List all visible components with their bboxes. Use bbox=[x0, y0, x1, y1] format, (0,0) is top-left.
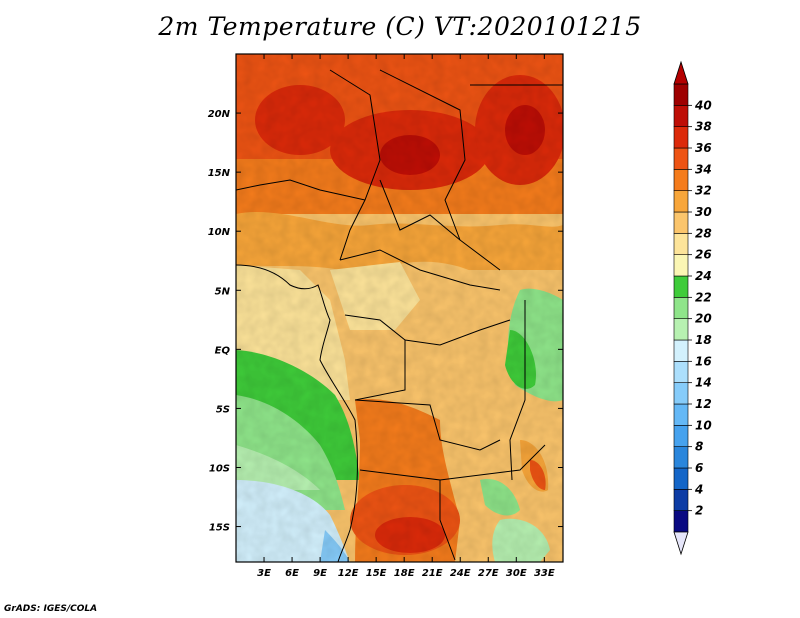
lat-tick-label: 10N bbox=[208, 227, 231, 238]
lon-tick-label: 3E bbox=[257, 568, 271, 579]
colorbar-label: 40 bbox=[694, 98, 712, 112]
lon-tick-label: 30E bbox=[506, 568, 527, 579]
lon-tick-label: 27E bbox=[478, 568, 499, 579]
lat-tick-label: 15S bbox=[209, 523, 230, 534]
colorbar-segment bbox=[673, 105, 689, 127]
lon-tick-label: 12E bbox=[338, 568, 359, 579]
colorbar-segment bbox=[673, 211, 689, 234]
colorbar-label: 26 bbox=[695, 248, 712, 262]
colorbar-segment bbox=[673, 190, 689, 213]
colorbar-label: 8 bbox=[695, 440, 703, 454]
lat-tick-label: 20N bbox=[208, 109, 231, 120]
colorbar-label: 38 bbox=[695, 120, 712, 134]
map-frame bbox=[235, 53, 564, 563]
colorbar-segment bbox=[673, 254, 689, 277]
colorbar-label: 2 bbox=[695, 504, 703, 518]
lon-tick-label: 18E bbox=[394, 568, 415, 579]
lon-tick-label: 21E bbox=[422, 568, 443, 579]
colorbar-segment bbox=[673, 318, 689, 341]
lon-tick-label: 9E bbox=[313, 568, 327, 579]
colorbar-label: 30 bbox=[695, 205, 712, 219]
colorbar-segment bbox=[673, 275, 689, 298]
chart-title: 2m Temperature (C) VT:2020101215 bbox=[158, 12, 642, 41]
colorbar-segment bbox=[673, 147, 689, 170]
colorbar-label: 24 bbox=[695, 269, 712, 283]
colorbar-label: 4 bbox=[694, 482, 703, 496]
colorbar-segment bbox=[673, 297, 689, 319]
colorbar-segment bbox=[673, 83, 689, 106]
colorbar-segment bbox=[673, 169, 689, 191]
colorbar-segment bbox=[673, 361, 689, 383]
colorbar-segment bbox=[673, 403, 689, 426]
lat-tick-label: 15N bbox=[208, 168, 231, 179]
colorbar-label: 16 bbox=[695, 354, 712, 368]
colorbar-label: 28 bbox=[695, 226, 712, 240]
colorbar-low-cap bbox=[673, 531, 689, 556]
colorbar-segment bbox=[673, 339, 689, 362]
colorbar-segment bbox=[673, 510, 689, 533]
lon-tick-label: 15E bbox=[366, 568, 387, 579]
colorbar-label: 6 bbox=[695, 461, 703, 475]
lat-tick-label: 10S bbox=[209, 463, 230, 474]
colorbar-segment bbox=[673, 489, 689, 511]
colorbar-segment bbox=[673, 425, 689, 447]
longitude-axis: 3E 6E 9E 12E 15E 18E 21E 24E 27E 30E 33E bbox=[257, 54, 555, 579]
colorbar-segment bbox=[673, 233, 689, 255]
colorbar-label: 32 bbox=[695, 184, 712, 198]
colorbar-high-cap bbox=[673, 60, 689, 85]
colorbar-label: 12 bbox=[695, 397, 712, 411]
grads-credit: GrADS: IGES/COLA bbox=[4, 604, 98, 614]
colorbar-label: 14 bbox=[695, 376, 712, 390]
colorbar-segment bbox=[673, 446, 689, 469]
colorbar-label: 18 bbox=[695, 333, 712, 347]
lat-tick-label: EQ bbox=[215, 345, 231, 356]
colorbar-label: 10 bbox=[695, 418, 712, 432]
colorbar-label: 36 bbox=[695, 141, 712, 155]
country-borders bbox=[236, 69, 563, 562]
colorbar-label: 20 bbox=[695, 312, 712, 326]
lat-tick-label: 5S bbox=[216, 404, 230, 415]
lon-tick-label: 33E bbox=[534, 568, 555, 579]
colorbar-segment bbox=[673, 467, 689, 490]
lon-tick-label: 6E bbox=[285, 568, 299, 579]
colorbar-segment bbox=[673, 382, 689, 405]
colorbar-label: 22 bbox=[695, 290, 712, 304]
colorbar-label: 34 bbox=[695, 162, 712, 176]
colorbar-segment bbox=[673, 126, 689, 149]
lat-tick-label: 5N bbox=[215, 286, 231, 297]
latitude-axis: 20N 15N 10N 5N EQ 5S 10S 15S bbox=[208, 109, 563, 534]
lon-tick-label: 24E bbox=[450, 568, 471, 579]
temperature-field bbox=[236, 54, 563, 562]
